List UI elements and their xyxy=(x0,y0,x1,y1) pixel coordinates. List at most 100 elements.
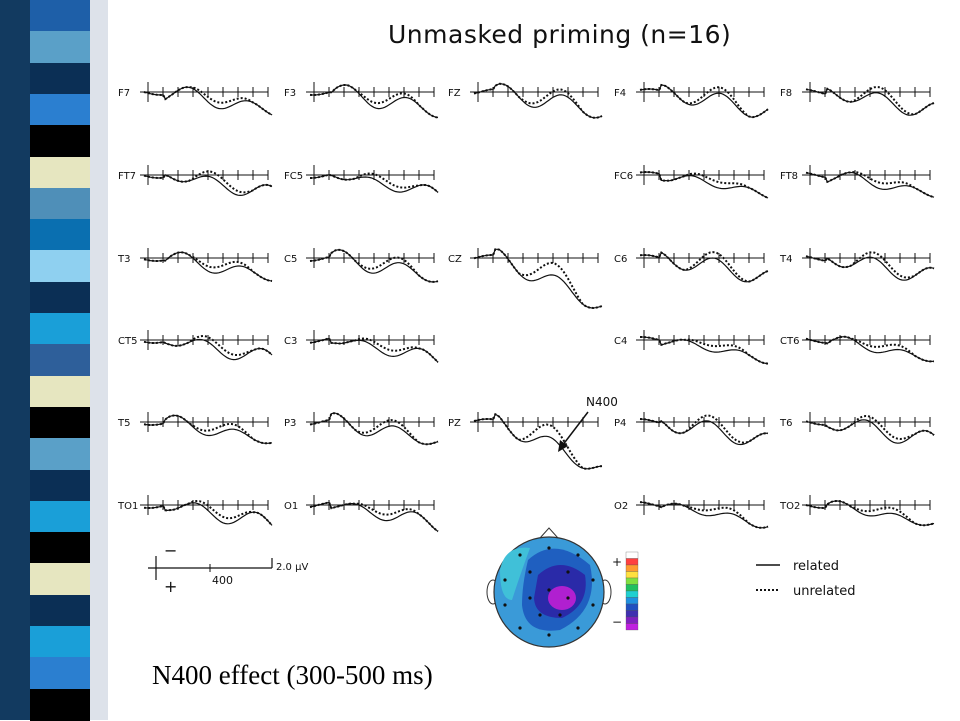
legend-unrelated-label: unrelated xyxy=(793,584,855,599)
topomap-electrode-dot xyxy=(528,570,532,574)
topomap-electrode-dot xyxy=(566,570,570,574)
waveform-unrelated xyxy=(309,248,439,283)
stripe-block xyxy=(30,125,90,158)
erp-panel: FZ xyxy=(448,82,603,119)
scale-plus: + xyxy=(164,577,177,596)
erp-panel: T6 xyxy=(779,412,935,444)
topomap-electrode-dot xyxy=(558,613,562,617)
stripe-block xyxy=(30,375,90,408)
waveform-unrelated xyxy=(473,82,603,119)
erp-panel: T4 xyxy=(779,248,935,281)
waveform-unrelated xyxy=(639,414,769,444)
stripe-block xyxy=(30,626,90,659)
colorbar-swatch xyxy=(625,577,639,585)
electrode-label: C6 xyxy=(614,254,627,265)
electrode-label: C5 xyxy=(284,254,297,265)
waveform-unrelated xyxy=(473,248,603,310)
topomap-electrode-dot xyxy=(518,626,522,630)
scale-bar: − + 400 2.0 µV xyxy=(148,541,308,596)
waveform-related xyxy=(309,412,439,445)
erp-panel: T5 xyxy=(117,412,273,445)
stripe-block xyxy=(30,500,90,534)
stripe-block xyxy=(30,62,90,95)
n400-arrow-head xyxy=(558,440,568,452)
erp-panel: FT7 xyxy=(118,165,273,197)
waveform-unrelated xyxy=(143,86,273,116)
erp-panel: CT5 xyxy=(118,330,273,361)
topomap-left-region xyxy=(500,547,530,600)
erp-panel: FT8 xyxy=(780,165,935,199)
erp-panel: T3 xyxy=(117,248,273,282)
stripe-block xyxy=(30,0,90,33)
waveform-unrelated xyxy=(309,84,439,119)
waveform-unrelated xyxy=(310,172,439,194)
waveform-unrelated xyxy=(309,501,439,533)
colorbar-swatch xyxy=(625,558,639,566)
topomap: + − xyxy=(486,527,639,648)
stripe-block xyxy=(30,187,90,221)
topomap-electrode-dot xyxy=(503,603,507,607)
n400-label: N400 xyxy=(586,395,618,409)
topomap-peak xyxy=(548,586,576,610)
electrode-label: CT5 xyxy=(118,336,137,347)
waveform-unrelated xyxy=(639,501,769,529)
stripe-dark-band xyxy=(0,0,30,720)
topomap-electrode-dot xyxy=(538,613,542,617)
erp-panel: TO2 xyxy=(779,495,935,527)
erp-panel: C3 xyxy=(284,330,439,363)
waveform-unrelated xyxy=(805,251,935,279)
topomap-electrode-dot xyxy=(528,596,532,600)
colorbar-swatch xyxy=(625,590,639,598)
colorbar-swatch xyxy=(625,597,639,605)
colorbar-swatch xyxy=(625,584,639,592)
electrode-label: T4 xyxy=(779,254,792,265)
waveform-unrelated xyxy=(805,414,935,441)
scale-amplitude-label: 2.0 µV xyxy=(276,562,308,573)
erp-panel: FC5 xyxy=(284,165,439,194)
electrode-label: PZ xyxy=(448,418,461,429)
topomap-electrode-dot xyxy=(566,596,570,600)
electrode-label: F8 xyxy=(780,88,792,99)
electrode-label: F3 xyxy=(284,88,296,99)
decorative-stripe xyxy=(0,0,108,721)
stripe-edge xyxy=(88,0,108,720)
waveform-unrelated xyxy=(309,337,439,363)
stripe-block xyxy=(30,532,90,565)
erp-panel: F8 xyxy=(780,82,935,116)
waveform-unrelated xyxy=(640,336,769,365)
stripe-block xyxy=(30,594,90,628)
scale-minus: − xyxy=(164,541,177,560)
topomap-electrode-dot xyxy=(547,633,551,637)
electrode-label: FZ xyxy=(448,88,461,99)
waveform-unrelated xyxy=(805,500,935,527)
electrode-label: TO1 xyxy=(117,501,138,512)
electrode-label: C4 xyxy=(614,336,627,347)
erp-panel: F7 xyxy=(118,82,273,116)
colorbar-swatch xyxy=(625,610,639,618)
waveform-unrelated xyxy=(639,251,769,283)
erp-panel: CZ xyxy=(448,248,603,310)
waveform-unrelated xyxy=(805,335,935,363)
topomap-electrode-dot xyxy=(547,588,551,592)
colorbar-swatch xyxy=(625,571,639,579)
colorbar-swatch xyxy=(625,564,639,572)
waveform-unrelated xyxy=(473,412,603,470)
stripe-block xyxy=(30,281,90,315)
electrode-label: T3 xyxy=(117,254,130,265)
topomap-electrode-dot xyxy=(576,626,580,630)
waveform-unrelated xyxy=(805,171,935,199)
electrode-label: CZ xyxy=(448,254,462,265)
erp-panel: O2 xyxy=(614,495,769,529)
erp-panel: O1 xyxy=(284,495,439,533)
topomap-electrode-dot xyxy=(591,603,595,607)
electrode-label: P3 xyxy=(284,418,296,429)
topomap-electrode-dot xyxy=(547,546,551,550)
erp-panel: C5 xyxy=(284,248,439,283)
topomap-electrode-dot xyxy=(503,578,507,582)
n400-annotation: N400 xyxy=(558,395,618,452)
stripe-block xyxy=(30,250,90,283)
stripe-block xyxy=(30,313,90,346)
erp-panel: FC6 xyxy=(614,165,769,199)
electrode-label: CT6 xyxy=(780,336,799,347)
